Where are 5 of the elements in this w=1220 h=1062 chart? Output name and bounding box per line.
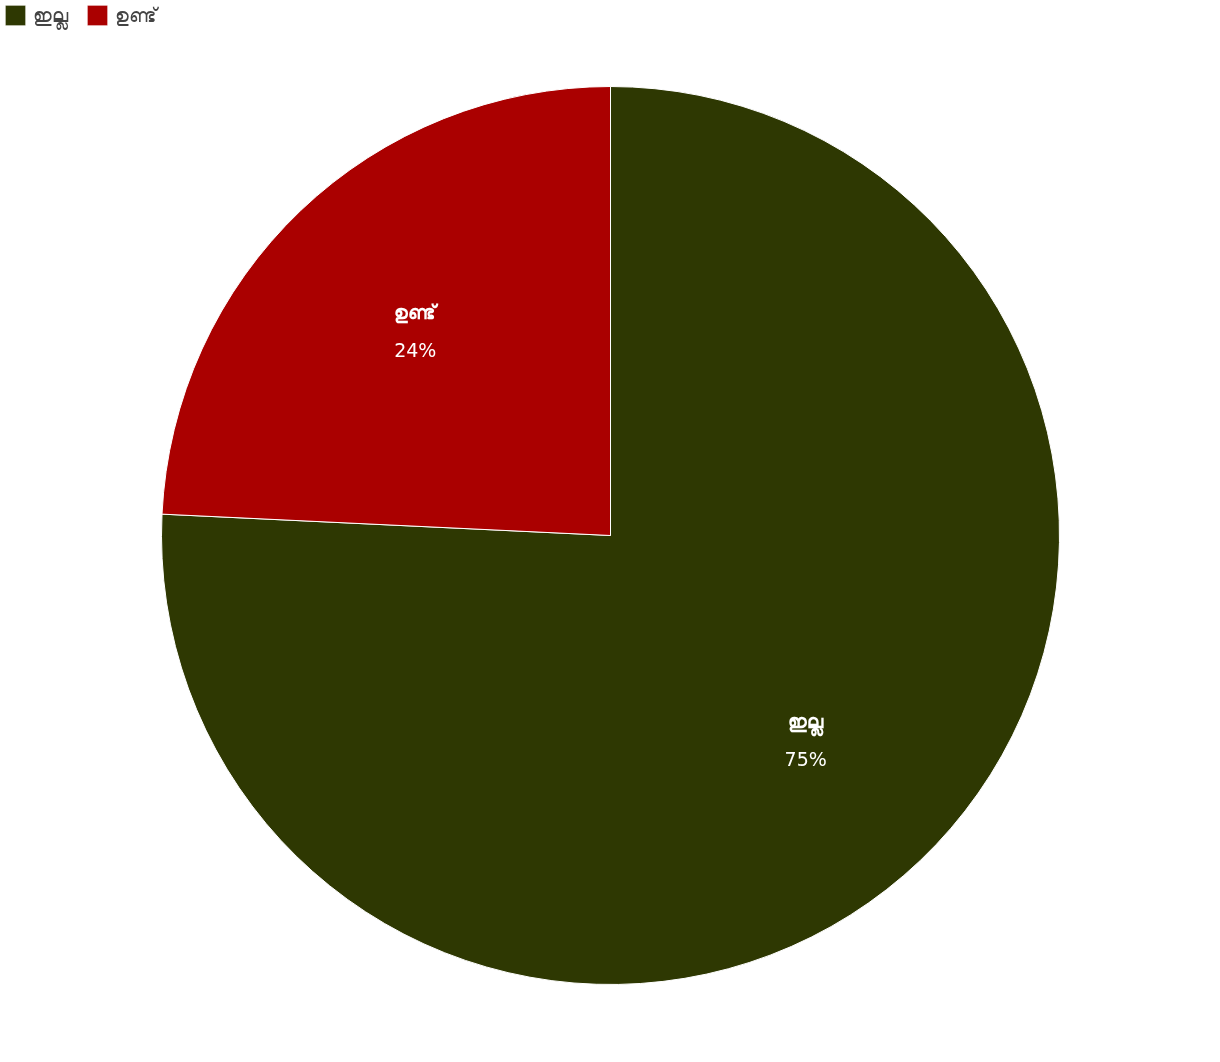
- legend-label: ഉണ്ട്: [115, 3, 157, 27]
- data-label: 75%: [784, 748, 827, 771]
- data-label: 24%: [394, 338, 437, 361]
- slice-label: ഉണ്ട്: [394, 300, 440, 324]
- slice-label: ഇല്ല: [788, 710, 825, 738]
